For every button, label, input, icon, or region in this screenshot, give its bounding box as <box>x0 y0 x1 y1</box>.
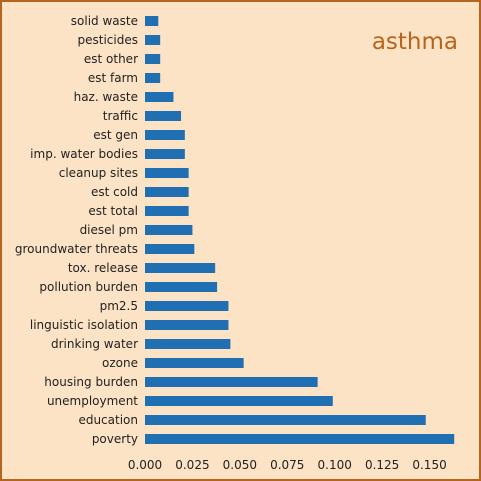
category-label: imp. water bodies <box>30 147 138 161</box>
category-label: haz. waste <box>74 90 138 104</box>
category-label: education <box>78 413 138 427</box>
x-tick-label: 0.125 <box>365 458 399 472</box>
category-label: linguistic isolation <box>30 318 138 332</box>
category-label: housing burden <box>44 375 138 389</box>
category-labels: poverty education unemployment housing burd… <box>15 14 138 446</box>
bar-est-cold <box>145 187 189 197</box>
x-axis: 0.000 0.025 0.050 0.075 0.100 0.125 0.150 <box>128 458 447 472</box>
bar-est-other <box>145 54 161 64</box>
bar-cleanup-sites <box>145 168 189 178</box>
bar-education <box>145 415 426 425</box>
category-label: est farm <box>88 71 138 85</box>
category-label: pesticides <box>78 33 138 47</box>
category-label: groundwater threats <box>15 242 138 256</box>
x-tick-label: 0.050 <box>223 458 257 472</box>
category-label: poverty <box>92 432 138 446</box>
category-label: pollution burden <box>39 280 138 294</box>
bar-poverty <box>145 434 455 444</box>
category-label: diesel pm <box>80 223 138 237</box>
bar-ozone <box>145 358 244 368</box>
bar-est-gen <box>145 130 185 140</box>
category-label: est cold <box>91 185 138 199</box>
bar-haz-waste <box>145 92 174 102</box>
bar-pollution-burden <box>145 282 218 292</box>
category-label: ozone <box>102 356 138 370</box>
bar-est-farm <box>145 73 161 83</box>
category-label: pm2.5 <box>100 299 138 313</box>
category-label: traffic <box>103 109 138 123</box>
x-tick-label: 0.100 <box>318 458 352 472</box>
bar-groundwater-threats <box>145 244 195 254</box>
bar-imp-water-bodies <box>145 149 185 159</box>
x-tick-label: 0.150 <box>412 458 446 472</box>
bar-drinking-water <box>145 339 231 349</box>
x-tick-label: 0.025 <box>175 458 209 472</box>
bar-traffic <box>145 111 182 121</box>
bar-pesticides <box>145 35 161 45</box>
bar-unemployment <box>145 396 333 406</box>
bar-linguistic-isolation <box>145 320 229 330</box>
x-tick-label: 0.000 <box>128 458 162 472</box>
category-label: drinking water <box>51 337 138 351</box>
bar-housing-burden <box>145 377 318 387</box>
bar-solid-waste <box>145 16 159 26</box>
x-tick-label: 0.075 <box>270 458 304 472</box>
bar-est-total <box>145 206 189 216</box>
category-label: est total <box>88 204 138 218</box>
bar-diesel-pm <box>145 225 193 235</box>
category-label: cleanup sites <box>59 166 138 180</box>
bar-tox-release <box>145 263 216 273</box>
category-label: tox. release <box>68 261 138 275</box>
category-label: solid waste <box>71 14 138 28</box>
category-label: unemployment <box>47 394 138 408</box>
bars-group <box>145 16 455 444</box>
category-label: est gen <box>93 128 138 142</box>
chart-title: asthma <box>372 29 458 55</box>
bar-pm2-5 <box>145 301 229 311</box>
category-label: est other <box>84 52 138 66</box>
